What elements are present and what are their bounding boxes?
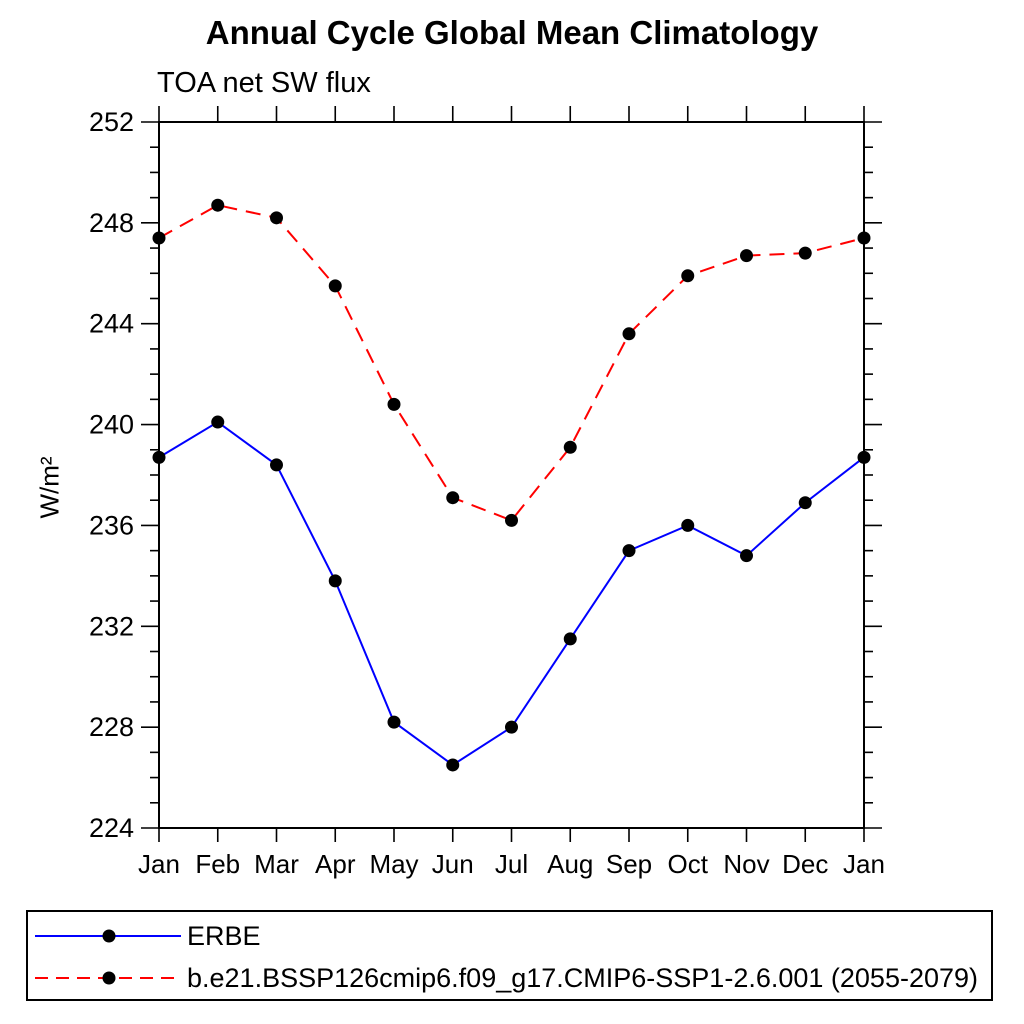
data-point-marker	[622, 327, 636, 341]
x-tick-label: Mar	[254, 849, 299, 879]
data-point-marker	[446, 491, 460, 505]
y-tick-label: 228	[89, 712, 134, 742]
data-point-marker	[563, 440, 577, 454]
data-point-marker	[681, 518, 695, 532]
x-tick-label: Sep	[606, 849, 652, 879]
x-tick-label: Feb	[195, 849, 240, 879]
data-point-marker	[563, 632, 577, 646]
data-point-marker	[505, 513, 518, 527]
data-point-marker	[798, 496, 812, 510]
data-point-marker	[740, 549, 753, 563]
y-tick-label: 232	[89, 611, 134, 641]
series-line-erbe	[158, 420, 865, 767]
chart-title: Annual Cycle Global Mean Climatology	[205, 14, 819, 51]
legend-item-erbe: ERBE	[28, 921, 261, 951]
x-tick-label: Jan	[843, 849, 885, 879]
data-point-marker	[270, 458, 283, 472]
x-tick-label: Nov	[723, 849, 769, 879]
x-tick-label: May	[369, 849, 418, 879]
legend-line-sample-model	[35, 971, 181, 985]
data-point-marker	[387, 715, 401, 729]
data-point-marker	[152, 450, 166, 464]
x-tick-label: Apr	[315, 849, 356, 879]
series-line-model	[158, 204, 865, 522]
data-point-marker	[328, 574, 342, 588]
data-point-marker	[798, 246, 812, 260]
legend: ERBE b.e21.BSSP126cmip6.f09_g17.CMIP6-SS…	[26, 910, 993, 1001]
legend-label-model: b.e21.BSSP126cmip6.f09_g17.CMIP6-SSP1-2.…	[187, 962, 979, 993]
y-tick-label: 224	[89, 813, 134, 843]
data-point-marker	[857, 450, 871, 464]
chart-subtitle: TOA net SW flux	[157, 67, 371, 99]
x-tick-label: Oct	[668, 849, 709, 879]
data-point-marker	[681, 269, 695, 283]
x-tick-label: Jun	[432, 849, 474, 879]
x-tick-label: Jan	[138, 849, 180, 879]
y-tick-label: 244	[89, 309, 134, 339]
y-tick-label: 252	[89, 107, 134, 137]
data-point-marker	[505, 720, 518, 734]
data-point-marker	[740, 249, 753, 263]
data-point-marker	[152, 231, 166, 245]
data-point-marker	[270, 211, 283, 225]
data-point-marker	[328, 279, 342, 293]
data-point-marker	[622, 544, 636, 558]
data-point-marker	[446, 758, 460, 772]
y-tick-label: 248	[89, 208, 134, 238]
y-tick-label: 240	[89, 410, 134, 440]
data-point-marker	[211, 198, 225, 212]
x-tick-label: Dec	[782, 849, 828, 879]
y-tick-label: 236	[89, 510, 134, 540]
legend-label-erbe: ERBE	[187, 920, 261, 951]
x-tick-label: Jul	[495, 849, 528, 879]
legend-marker-icon	[102, 971, 116, 985]
legend-line-sample-erbe	[35, 929, 181, 943]
data-point-marker	[387, 397, 401, 411]
x-tick-label: Aug	[547, 849, 593, 879]
legend-item-model: b.e21.BSSP126cmip6.f09_g17.CMIP6-SSP1-2.…	[28, 963, 978, 993]
data-point-marker	[211, 415, 225, 429]
data-point-marker	[857, 231, 871, 245]
legend-marker-icon	[102, 929, 116, 943]
